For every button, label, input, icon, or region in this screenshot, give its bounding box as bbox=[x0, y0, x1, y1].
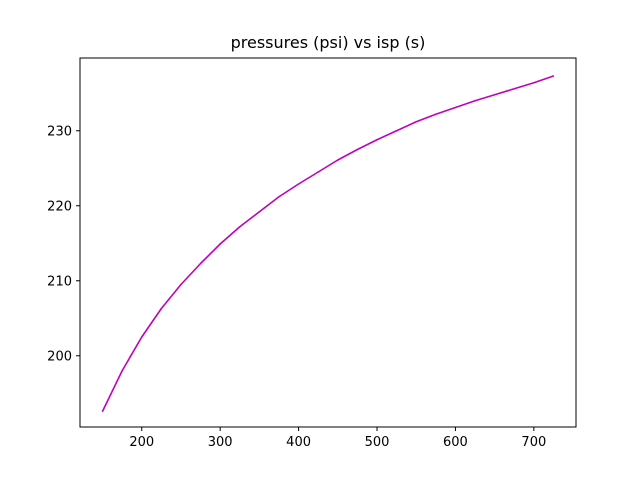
data-point bbox=[493, 93, 496, 96]
data-point bbox=[101, 410, 104, 413]
x-tick-label: 300 bbox=[208, 435, 233, 450]
data-point bbox=[435, 113, 437, 116]
x-axis: 200 300 400 500 600 700 bbox=[129, 427, 546, 450]
data-point bbox=[533, 81, 535, 84]
x-tick-label: 200 bbox=[129, 435, 154, 450]
chart-title: pressures (psi) vs isp (s) bbox=[231, 33, 426, 52]
data-point bbox=[278, 195, 280, 198]
x-tick-label: 500 bbox=[365, 435, 390, 450]
data-point bbox=[356, 148, 359, 151]
data-point bbox=[454, 106, 457, 109]
series-line-0 bbox=[101, 75, 554, 412]
y-tick-label: 220 bbox=[47, 199, 72, 214]
data-point bbox=[337, 159, 339, 161]
data-point bbox=[238, 225, 241, 228]
x-tick-label: 400 bbox=[286, 435, 311, 450]
data-point bbox=[513, 87, 516, 90]
data-point bbox=[415, 120, 418, 123]
data-point bbox=[297, 183, 300, 185]
data-point bbox=[180, 283, 182, 286]
y-tick-label: 230 bbox=[47, 124, 72, 139]
data-point bbox=[258, 210, 261, 213]
data-point bbox=[317, 171, 320, 173]
data-point bbox=[199, 262, 202, 265]
plot-area bbox=[101, 75, 555, 413]
y-tick-label: 210 bbox=[47, 274, 72, 289]
data-point bbox=[552, 75, 555, 77]
data-point bbox=[160, 307, 163, 310]
plot-frame bbox=[79, 57, 577, 428]
y-tick-label: 200 bbox=[47, 349, 72, 364]
data-point bbox=[474, 99, 476, 102]
data-point bbox=[121, 369, 123, 372]
x-tick-label: 700 bbox=[521, 435, 546, 450]
data-point bbox=[376, 138, 378, 141]
data-point bbox=[219, 243, 221, 245]
x-tick-label: 600 bbox=[443, 435, 468, 450]
data-point bbox=[140, 336, 143, 338]
y-axis: 200 210 220 230 bbox=[47, 124, 80, 364]
data-point bbox=[395, 129, 398, 132]
